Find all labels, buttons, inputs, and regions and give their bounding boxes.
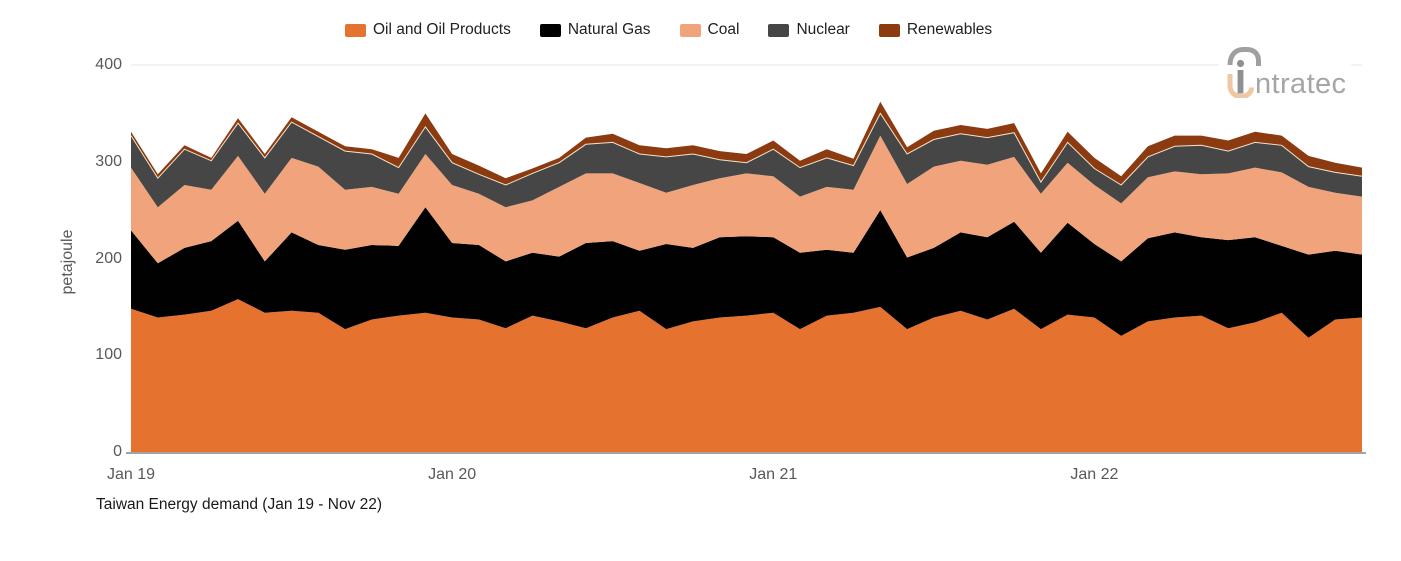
area-coal	[131, 135, 1362, 264]
intratec-logo: ntratec	[1219, 44, 1352, 101]
legend-label-coal: Coal	[707, 21, 740, 38]
legend-item-renewables: Renewables	[878, 21, 993, 39]
intratec-logo-mark	[1227, 47, 1261, 98]
legend-item-natural-gas: Natural Gas	[539, 21, 651, 39]
area-nuclear	[131, 113, 1362, 208]
logo-letter-i-dot	[1236, 59, 1245, 68]
legend-item-coal: Coal	[679, 21, 740, 39]
legend-label-natural-gas: Natural Gas	[567, 21, 651, 38]
legend-label-renewables: Renewables	[906, 21, 993, 38]
intratec-logo-text: ntratec	[1255, 68, 1347, 101]
area-natural-gas	[131, 207, 1362, 338]
legend-item-oil-and-oil-products: Oil and Oil Products	[345, 21, 511, 39]
area-oil-and-oil-products	[131, 299, 1362, 452]
legend-label-nuclear: Nuclear	[796, 21, 850, 38]
logo-letter-i-stem	[1237, 70, 1244, 94]
legend-swatch-renewables	[878, 23, 900, 37]
legend-swatch-nuclear	[768, 23, 790, 37]
legend-label-oil-and-oil-products: Oil and Oil Products	[373, 21, 511, 38]
legend-swatch-natural-gas	[539, 23, 561, 37]
band-separator-line	[130, 112, 1363, 186]
legend-swatch-oil-and-oil-products	[345, 23, 366, 37]
legend-item-nuclear: Nuclear	[768, 21, 850, 39]
logo-bottom-arc	[1227, 74, 1254, 98]
legend-swatch-coal	[679, 23, 701, 37]
chart-legend: Oil and Oil Products Natural Gas Coal Nucle…	[345, 21, 992, 39]
logo-top-arc	[1227, 47, 1261, 66]
